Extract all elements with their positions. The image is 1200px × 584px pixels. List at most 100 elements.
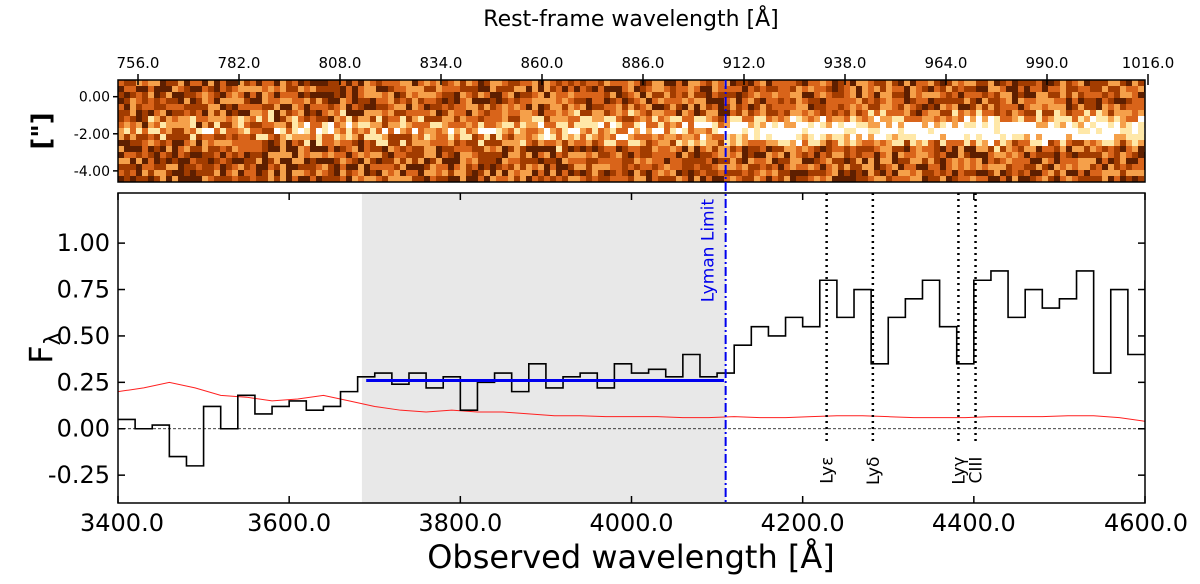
- heatmap-cell: [316, 122, 323, 129]
- heatmap-cell: [820, 98, 827, 105]
- heatmap-cell: [244, 152, 251, 159]
- heatmap-cell: [1066, 98, 1073, 105]
- heatmap-cell: [772, 104, 779, 111]
- heatmap-cell: [436, 116, 443, 123]
- heatmap-cell: [586, 98, 593, 105]
- heatmap-cell: [406, 98, 413, 105]
- heatmap-cell: [958, 98, 965, 105]
- heatmap-cell: [556, 86, 563, 93]
- heatmap-cell: [124, 116, 131, 123]
- heatmap-cell: [706, 104, 713, 111]
- heatmap-cell: [1102, 92, 1109, 99]
- heatmap-cell: [424, 152, 431, 159]
- heatmap-cell: [916, 80, 923, 87]
- heatmap-cell: [898, 176, 905, 182]
- heatmap-cell: [394, 122, 401, 129]
- heatmap-cell: [322, 128, 329, 135]
- heatmap-cell: [898, 92, 905, 99]
- heatmap-cell: [778, 116, 785, 123]
- heatmap-cell: [862, 98, 869, 105]
- heatmap-cell: [628, 86, 635, 93]
- heatmap-cell: [682, 116, 689, 123]
- heatmap-cell: [388, 104, 395, 111]
- heatmap-cell: [1084, 122, 1091, 129]
- heatmap-cell: [208, 92, 215, 99]
- heatmap-cell: [802, 110, 809, 117]
- heatmap-cell: [190, 116, 197, 123]
- heatmap-cell: [1018, 104, 1025, 111]
- heatmap-cell: [280, 86, 287, 93]
- heatmap-cell: [124, 80, 131, 87]
- heatmap-cell: [1126, 122, 1133, 129]
- heatmap-cell: [226, 116, 233, 123]
- heatmap-cell: [334, 116, 341, 123]
- heatmap-cell: [760, 92, 767, 99]
- heatmap-cell: [364, 170, 371, 177]
- heatmap-cell: [604, 92, 611, 99]
- heatmap-cell: [760, 146, 767, 153]
- heatmap-cell: [1126, 140, 1133, 147]
- heatmap-cell: [568, 116, 575, 123]
- heatmap-cell: [1036, 146, 1043, 153]
- heatmap-cell: [568, 152, 575, 159]
- heatmap-cell: [238, 104, 245, 111]
- heatmap-cell: [364, 110, 371, 117]
- heatmap-cell: [160, 122, 167, 129]
- heatmap-cell: [550, 170, 557, 177]
- heatmap-cell: [598, 80, 605, 87]
- heatmap-cell: [694, 152, 701, 159]
- heatmap-cell: [1078, 164, 1085, 171]
- heatmap-cell: [712, 110, 719, 117]
- heatmap-cell: [994, 128, 1001, 135]
- heatmap-cell: [628, 152, 635, 159]
- heatmap-cell: [1066, 146, 1073, 153]
- heatmap-cell: [712, 164, 719, 171]
- heatmap-cell: [742, 116, 749, 123]
- heatmap-cell: [742, 98, 749, 105]
- heatmap-cell: [964, 134, 971, 141]
- heatmap-cell: [244, 164, 251, 171]
- heatmap-cell: [124, 110, 131, 117]
- heatmap-cell: [286, 104, 293, 111]
- heatmap-cell: [652, 116, 659, 123]
- x-tick-label: 3800.0: [418, 509, 502, 537]
- heatmap-cell: [1030, 116, 1037, 123]
- heatmap-cell: [514, 152, 521, 159]
- heatmap-cell: [802, 152, 809, 159]
- heatmap-cell: [928, 122, 935, 129]
- heatmap-cell: [520, 176, 527, 182]
- heatmap-cell: [934, 116, 941, 123]
- heatmap-cell: [562, 86, 569, 93]
- heatmap-cell: [178, 80, 185, 87]
- heatmap-cell: [268, 134, 275, 141]
- heatmap-cell: [814, 92, 821, 99]
- heatmap-cell: [1084, 116, 1091, 123]
- heatmap-cell: [730, 164, 737, 171]
- heatmap-cell: [406, 170, 413, 177]
- heatmap-cell: [316, 170, 323, 177]
- heatmap-cell: [988, 116, 995, 123]
- heatmap-cell: [316, 128, 323, 135]
- heatmap-cell: [226, 152, 233, 159]
- heatmap-cell: [724, 92, 731, 99]
- heatmap-cell: [940, 152, 947, 159]
- heatmap-cell: [394, 134, 401, 141]
- heatmap-cell: [1078, 80, 1085, 87]
- heatmap-cell: [604, 86, 611, 93]
- heatmap-cell: [586, 122, 593, 129]
- heatmap-cell: [526, 122, 533, 129]
- heatmap-cell: [328, 152, 335, 159]
- top-x-tick-label: 860.0: [521, 54, 564, 72]
- heatmap-cell: [838, 80, 845, 87]
- heatmap-cell: [664, 128, 671, 135]
- heatmap-cell: [160, 140, 167, 147]
- heatmap-cell: [904, 152, 911, 159]
- heatmap-cell: [1096, 134, 1103, 141]
- heatmap-cell: [1138, 164, 1145, 171]
- heatmap-cell: [766, 80, 773, 87]
- heatmap-cell: [790, 122, 797, 129]
- heatmap-cell: [898, 170, 905, 177]
- heatmap-cell: [544, 98, 551, 105]
- heatmap-cell: [148, 92, 155, 99]
- heatmap-cell: [160, 134, 167, 141]
